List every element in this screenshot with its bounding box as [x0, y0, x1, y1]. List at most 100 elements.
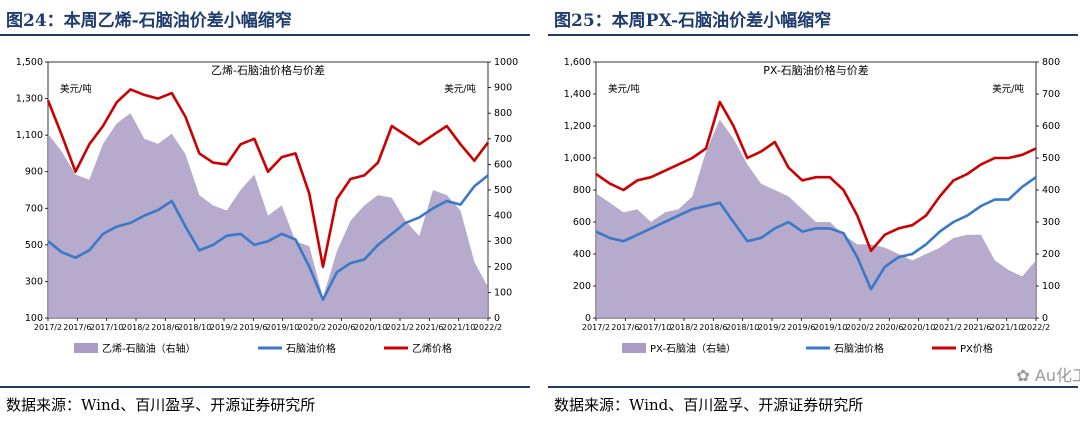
- x-tick-label: 2018/2: [670, 323, 698, 332]
- x-tick-label: 2021/6: [415, 323, 443, 332]
- y-right-tick-label: 400: [494, 211, 512, 222]
- figure-heading: 图25：本周PX-石脑油价差小幅缩窄: [554, 11, 832, 31]
- divider: [548, 386, 1078, 388]
- y-right-tick-label: 500: [1042, 153, 1060, 164]
- legend-swatch: [622, 343, 646, 353]
- y-left-tick-label: 1,400: [564, 89, 591, 100]
- chart-px: 0 200 400 600 800 1,000 1,200 1,400 1,600 0 100 200…: [564, 57, 1060, 355]
- chart-panel-px: 图25：本周PX-石脑油价差小幅缩窄 0 200 400 600 800 1,000 1,2…: [548, 0, 1080, 422]
- y-right-tick-label: 900: [494, 83, 512, 94]
- chart-title: PX-石脑油价格与价差: [763, 63, 869, 77]
- y-right-tick-label: 300: [494, 236, 512, 247]
- y-right-tick-label: 300: [1042, 217, 1060, 228]
- divider: [0, 34, 530, 36]
- legend-item: 石脑油价格: [258, 342, 336, 355]
- y-right-tick-label: 800: [1042, 57, 1060, 68]
- right-unit-label: 美元/吨: [444, 83, 476, 95]
- y-left-tick-label: 100: [25, 313, 43, 324]
- y-left-tick-label: 1,300: [16, 94, 43, 105]
- legend-item: 石脑油价格: [806, 342, 884, 355]
- legend-item: PX-石脑油（右轴）: [622, 342, 736, 355]
- x-tick-label: 2021/10: [442, 323, 475, 332]
- x-tick-label: 2020/10: [902, 323, 935, 332]
- x-tick-label: 2021/2: [934, 323, 962, 332]
- y-left-tick-label: 900: [25, 167, 43, 178]
- y-right-tick-label: 600: [494, 159, 512, 170]
- x-tick-label: 2017/10: [638, 323, 671, 332]
- x-tick-label: 2020/6: [327, 323, 355, 332]
- y-left-tick-label: 300: [25, 276, 43, 287]
- y-left-tick-label: 600: [573, 217, 591, 228]
- right-unit-label: 美元/吨: [992, 83, 1024, 95]
- legend-label: 石脑油价格: [286, 342, 336, 355]
- y-right-tick-label: 0: [494, 313, 500, 324]
- x-tick-label: 2017/2: [34, 323, 62, 332]
- x-tick-label: 2019/2: [758, 323, 786, 332]
- y-left-tick-label: 200: [573, 281, 591, 292]
- figure-heading: 图24：本周乙烯-石脑油价差小幅缩窄: [6, 11, 292, 31]
- line-series-2: [595, 100, 1037, 253]
- legend-label: PX价格: [960, 342, 993, 355]
- y-right-tick-label: 200: [494, 262, 512, 273]
- x-tick-label: 2018/6: [699, 323, 727, 332]
- left-unit-label: 美元/吨: [60, 83, 92, 95]
- area-series-0: [596, 119, 1036, 318]
- y-left-tick-label: 1,100: [16, 130, 43, 141]
- y-right-tick-label: 500: [494, 185, 512, 196]
- line-series-1: [47, 174, 489, 302]
- x-tick-label: 2020/6: [875, 323, 903, 332]
- x-tick-label: 2020/2: [298, 323, 326, 332]
- y-right-tick-label: 400: [1042, 185, 1060, 196]
- y-right-tick-label: 1000: [494, 57, 518, 68]
- chart-title: 乙烯-石脑油价格与价差: [211, 63, 325, 77]
- chart-ethylene: 100 300 500 700 900 1,100 1,300 1,500 0 100 200 300…: [16, 57, 518, 355]
- x-tick-label: 2022/2: [474, 323, 502, 332]
- x-tick-label: 2018/10: [178, 323, 211, 332]
- x-tick-label: 2022/2: [1022, 323, 1050, 332]
- y-left-tick-label: 1,500: [16, 57, 43, 68]
- divider: [548, 34, 1078, 36]
- legend-label: PX-石脑油（右轴）: [650, 342, 736, 355]
- x-tick-label: 2018/2: [122, 323, 150, 332]
- x-tick-label: 2019/6: [787, 323, 815, 332]
- area-series-0: [48, 113, 488, 318]
- legend-label: 乙烯-石脑油（右轴）: [102, 342, 196, 355]
- y-left-tick-label: 1,200: [564, 121, 591, 132]
- x-tick-label: 2019/10: [266, 323, 299, 332]
- legend-swatch: [74, 343, 98, 353]
- y-right-tick-label: 100: [1042, 281, 1060, 292]
- watermark-text: Au化工: [1034, 366, 1080, 385]
- watermark: ✿ Au化工: [1016, 362, 1080, 386]
- x-tick-label: 2018/6: [151, 323, 179, 332]
- source-note: 数据来源：Wind、百川盈孚、开源证券研究所: [6, 396, 316, 414]
- left-unit-label: 美元/吨: [608, 83, 640, 95]
- y-left-tick-label: 500: [25, 240, 43, 251]
- x-tick-label: 2019/2: [210, 323, 238, 332]
- legend-label: 乙烯价格: [412, 342, 452, 355]
- x-tick-label: 2017/10: [90, 323, 123, 332]
- y-left-tick-label: 1,600: [564, 57, 591, 68]
- x-tick-label: 2017/6: [63, 323, 91, 332]
- y-left-tick-label: 400: [573, 249, 591, 260]
- legend-item: 乙烯-石脑油（右轴）: [74, 342, 196, 355]
- x-tick-label: 2021/10: [990, 323, 1023, 332]
- legend-item: 乙烯价格: [384, 342, 452, 355]
- y-right-tick-label: 700: [1042, 89, 1060, 100]
- y-left-tick-label: 800: [573, 185, 591, 196]
- legend-label: 石脑油价格: [834, 342, 884, 355]
- y-right-tick-label: 600: [1042, 121, 1060, 132]
- x-tick-label: 2019/10: [814, 323, 847, 332]
- x-tick-label: 2017/2: [582, 323, 610, 332]
- y-left-tick-label: 0: [585, 313, 591, 324]
- y-left-tick-label: 1,000: [564, 153, 591, 164]
- chart-panel-ethylene: 图24：本周乙烯-石脑油价差小幅缩窄 100 300 500 700 900 1,100 1…: [0, 0, 530, 422]
- x-tick-label: 2018/10: [726, 323, 759, 332]
- x-tick-label: 2020/10: [354, 323, 387, 332]
- source-note: 数据来源：Wind、百川盈孚、开源证券研究所: [554, 396, 864, 414]
- line-series-2: [46, 88, 490, 269]
- divider: [0, 386, 530, 388]
- x-tick-label: 2020/2: [846, 323, 874, 332]
- y-right-tick-label: 200: [1042, 249, 1060, 260]
- x-tick-label: 2021/2: [386, 323, 414, 332]
- x-tick-label: 2019/6: [239, 323, 267, 332]
